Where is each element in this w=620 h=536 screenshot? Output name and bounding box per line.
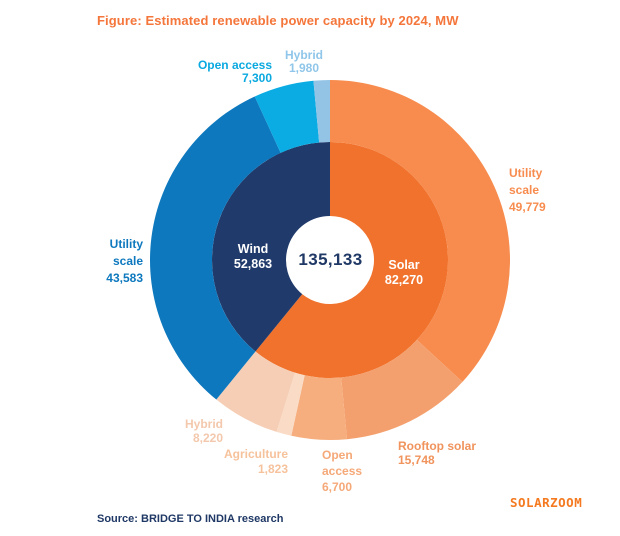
arc-inner-wind bbox=[212, 142, 330, 352]
label-wind-utility-scale: Utility scale 43,583 bbox=[106, 237, 143, 285]
label-wind-open-access: Open access 7,300 bbox=[197, 58, 272, 85]
label-solar-open-access: Open access 6,700 bbox=[322, 448, 363, 494]
arc-outer-wind-utility-scale bbox=[150, 96, 281, 400]
source-note: Source: BRIDGE TO INDIA research bbox=[97, 513, 284, 525]
label-solar-utility-scale: Utility scale 49,779 bbox=[509, 166, 546, 214]
total-capacity-value: 135,133 bbox=[298, 250, 363, 269]
label-solar-hybrid: Hybrid 8,220 bbox=[184, 417, 223, 445]
arc-outer-solar-rooftop-solar bbox=[341, 339, 463, 440]
label-solar-total: Solar 82,270 bbox=[384, 258, 424, 287]
watermark-solarzoom: SOLARZOOM bbox=[510, 495, 583, 510]
label-solar-agriculture: Agriculture 1,823 bbox=[223, 447, 288, 476]
arc-outer-solar-utility-scale bbox=[330, 80, 511, 382]
label-wind-hybrid: Hybrid 1,980 bbox=[284, 48, 323, 75]
arc-outer-solar-agriculture bbox=[276, 372, 305, 436]
label-wind-total: Wind 52,863 bbox=[233, 242, 273, 271]
label-solar-rooftop: Rooftop solar 15,748 bbox=[398, 439, 476, 467]
arc-outer-wind-hybrid bbox=[313, 80, 330, 143]
arc-outer-wind-open-access bbox=[254, 80, 320, 153]
arc-outer-solar-hybrid bbox=[216, 351, 295, 432]
figure-title: Figure: Estimated renewable power capaci… bbox=[97, 13, 459, 28]
arc-inner-solar bbox=[255, 142, 449, 378]
arc-outer-solar-open-access bbox=[291, 375, 348, 440]
